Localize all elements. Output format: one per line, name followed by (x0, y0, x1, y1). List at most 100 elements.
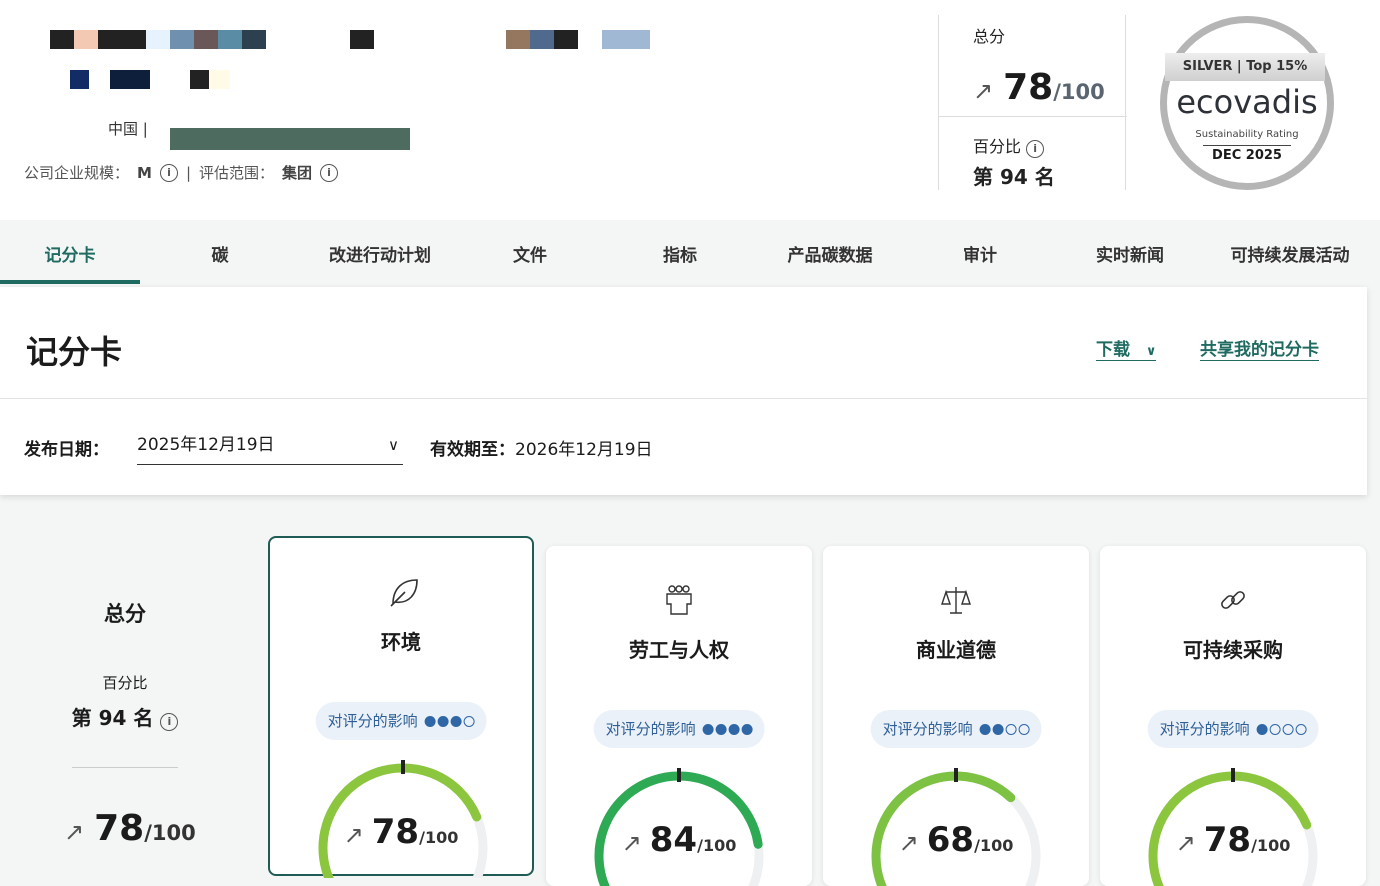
impact-pill: 对评分的影响 (315, 702, 487, 740)
score-max: /100 (144, 821, 196, 845)
scales-icon (941, 587, 971, 614)
tab-6[interactable]: 审计 (963, 246, 997, 266)
tab-7[interactable]: 实时新闻 (1096, 246, 1164, 266)
theme-score: 78 (371, 812, 420, 852)
theme-card[interactable]: 劳工与人权 对评分的影响 ↗ 84/100 (546, 546, 812, 886)
overall-title: 总分 (104, 602, 146, 626)
company-header: 中国 | 公司企业规模： M i | 评估范围： 集团 i 总分 ↗ 78/100… (0, 0, 1380, 220)
impact-dot (1269, 724, 1281, 735)
scorecard-panel: 记分卡 下载 ∨ 共享我的记分卡 发布日期： 2025年12月19日 ∨ 有效期至… (0, 287, 1367, 495)
tab-8[interactable]: 可持续发展活动 (1230, 246, 1350, 266)
theme-card[interactable]: 商业道德 对评分的影响 ↗ 68/100 (823, 546, 1089, 886)
tab-bar: 记分卡 碳 改进行动计划 文件 指标 产品碳数据 审计 实时新闻 可持续发展活动 (0, 226, 1380, 286)
impact-dot (424, 716, 436, 727)
leaf-icon (390, 579, 418, 607)
publish-date-label: 发布日期： (24, 440, 109, 460)
publish-date-select[interactable]: 2025年12月19日 ∨ (137, 425, 403, 465)
impact-dot (450, 716, 462, 727)
impact-dot (979, 724, 991, 735)
rank: 第 94 名 (973, 165, 1055, 189)
tab-5[interactable]: 产品碳数据 (787, 246, 873, 266)
score-gauge (318, 760, 488, 878)
info-icon[interactable]: i (160, 713, 179, 731)
overall-score: 78 (94, 808, 145, 849)
valid-until-value: 2026年12月19日 (515, 440, 653, 460)
impact-dot (1005, 724, 1017, 735)
overall-rank: 第 94 名 (71, 706, 154, 730)
size-value: M (137, 163, 152, 182)
impact-dot (715, 724, 727, 735)
info-icon[interactable]: i (1026, 140, 1045, 158)
download-button[interactable]: 下载 ∨ (1096, 335, 1157, 361)
trend-up-icon: ↗ (621, 829, 642, 857)
score-max: /100 (697, 836, 737, 855)
impact-dot (992, 724, 1004, 735)
impact-pill: 对评分的影响 (593, 710, 765, 748)
theme-name: 环境 (381, 630, 421, 654)
medal-date: DEC 2025 (1203, 145, 1291, 163)
theme-score: 68 (926, 820, 975, 860)
chevron-down-icon: ∨ (1145, 344, 1157, 359)
info-icon[interactable]: i (159, 163, 178, 182)
total-label: 总分 (973, 27, 1006, 46)
trend-up-icon: ↗ (973, 77, 994, 105)
trend-up-icon: ↗ (1175, 829, 1196, 857)
tab-4[interactable]: 指标 (663, 246, 697, 266)
theme-score: 84 (649, 820, 698, 860)
trend-up-icon: ↗ (343, 821, 364, 849)
score-gauge (871, 768, 1041, 886)
impact-dot (1282, 724, 1294, 735)
impact-label: 对评分的影响 (882, 720, 973, 738)
score-max: /100 (419, 828, 459, 847)
impact-dot (463, 716, 475, 727)
impact-pill: 对评分的影响 (1147, 710, 1319, 748)
trend-up-icon: ↗ (64, 818, 85, 846)
impact-label: 对评分的影响 (327, 712, 418, 730)
impact-dot (702, 724, 714, 735)
impact-dot (728, 724, 740, 735)
gauge-fill (1148, 771, 1312, 886)
impact-dot (1295, 724, 1307, 735)
people-icon (666, 585, 692, 615)
tab-0[interactable]: 记分卡 (0, 226, 140, 284)
info-icon[interactable]: i (320, 163, 339, 182)
trend-up-icon: ↗ (898, 829, 919, 857)
impact-dot (1018, 724, 1030, 735)
gauge-fill (318, 763, 482, 878)
score-max: /100 (1251, 836, 1291, 855)
impact-dot (741, 724, 753, 735)
overall-percentile-label: 百分比 (102, 674, 148, 692)
gauge-fill (871, 771, 1016, 886)
country: 中国 (108, 120, 139, 138)
theme-score: 78 (1203, 820, 1252, 860)
score-gauge (594, 768, 764, 886)
theme-card[interactable]: 环境 对评分的影响 ↗ 78/100 (268, 536, 534, 878)
theme-name: 商业道德 (916, 638, 996, 662)
page-title: 记分卡 (26, 333, 123, 371)
impact-label: 对评分的影响 (605, 720, 696, 738)
impact-dot (1256, 724, 1268, 735)
link-icon (1221, 591, 1245, 609)
score-max: /100 (1053, 80, 1105, 104)
score-max: /100 (974, 836, 1014, 855)
impact-label: 对评分的影响 (1159, 720, 1250, 738)
total-score: 78 (1003, 67, 1054, 108)
medal-text: SILVER | Top 15% (1165, 53, 1325, 81)
theme-name: 可持续采购 (1183, 638, 1283, 662)
impact-pill: 对评分的影响 (870, 710, 1042, 748)
valid-until-label: 有效期至： (430, 440, 515, 460)
size-label: 公司企业规模： (24, 164, 130, 182)
gauge-fill (594, 771, 763, 886)
share-scorecard-link[interactable]: 共享我的记分卡 (1200, 335, 1319, 361)
scope-label: 评估范围： (199, 164, 275, 182)
theme-card[interactable]: 可持续采购 对评分的影响 ↗ 78/100 (1100, 546, 1366, 886)
score-summary: 总分 ↗ 78/100 百分比 i 第 94 名 (938, 15, 1127, 190)
tab-3[interactable]: 文件 (513, 246, 547, 266)
percentile-label: 百分比 (973, 137, 1022, 156)
impact-dot (437, 716, 449, 727)
tab-1[interactable]: 碳 (211, 246, 229, 266)
theme-name: 劳工与人权 (629, 638, 729, 662)
medal-subtitle: Sustainability Rating (1195, 129, 1299, 140)
ecovadis-medal: SILVER | Top 15% ecovadis Sustainability… (1160, 16, 1334, 190)
tab-2[interactable]: 改进行动计划 (329, 246, 431, 266)
